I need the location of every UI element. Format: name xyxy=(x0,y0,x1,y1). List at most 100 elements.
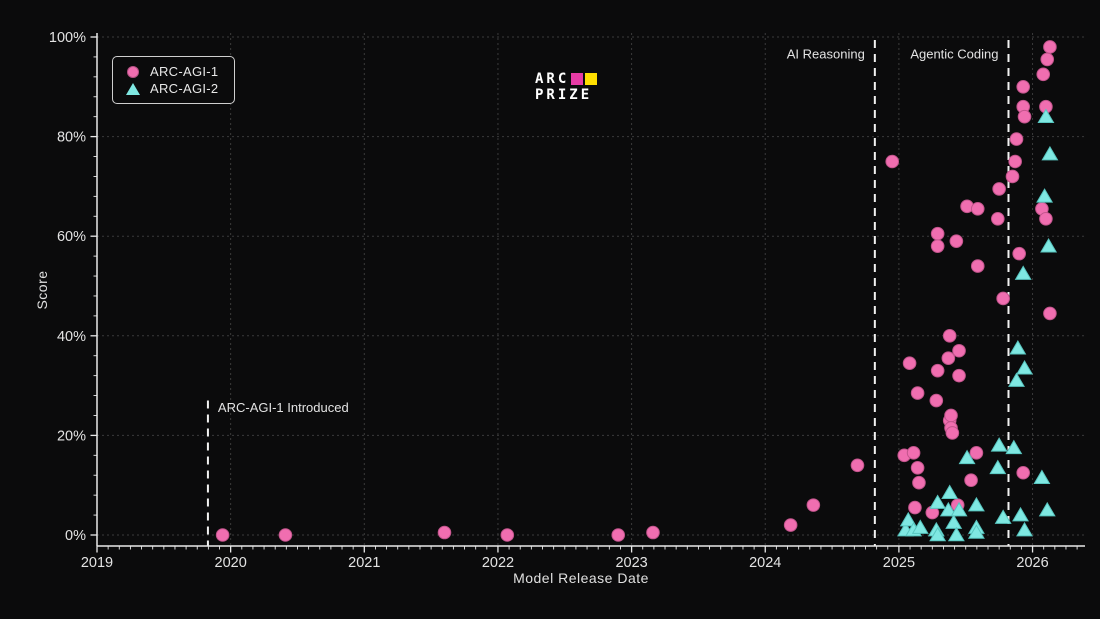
data-point-arc-agi-1 xyxy=(952,343,966,358)
data-point-arc-agi-1 xyxy=(944,408,958,423)
data-point-arc-agi-2 xyxy=(1012,506,1029,522)
data-point-arc-agi-2 xyxy=(1040,237,1058,253)
data-point-arc-agi-1 xyxy=(952,368,966,383)
data-point-arc-agi-1 xyxy=(912,475,926,490)
data-point-arc-agi-1 xyxy=(1005,169,1020,184)
data-point-arc-agi-1 xyxy=(969,446,984,460)
legend-label-arc-agi-2: ARC-AGI-2 xyxy=(150,81,219,96)
data-point-arc-agi-2 xyxy=(929,494,947,509)
data-point-arc-agi-1 xyxy=(1008,154,1022,169)
data-point-arc-agi-1 xyxy=(1016,465,1030,480)
data-point-arc-agi-1 xyxy=(1036,67,1051,82)
data-point-arc-agi-1 xyxy=(910,460,925,475)
data-point-arc-agi-2 xyxy=(967,524,985,539)
data-point-arc-agi-2 xyxy=(947,526,965,542)
arc-prize-logo: ARC PRIZE xyxy=(535,71,598,103)
data-point-arc-agi-2 xyxy=(1008,372,1025,387)
data-point-arc-agi-1 xyxy=(611,528,626,542)
data-point-arc-agi-1 xyxy=(500,528,515,542)
arc-agi-2-triangle-icon xyxy=(124,82,141,95)
data-point-arc-agi-1 xyxy=(930,226,945,241)
x-tick-label: 2019 xyxy=(81,555,113,571)
y-tick-label: 100% xyxy=(49,30,86,46)
data-point-arc-agi-1 xyxy=(942,329,957,343)
legend-item-arc-agi-1: ARC-AGI-1 xyxy=(124,63,218,80)
logo-magenta-square-icon xyxy=(571,73,584,85)
data-point-arc-agi-1 xyxy=(1039,211,1053,226)
event-label: ARC-AGI-1 Introduced xyxy=(218,400,349,415)
data-point-arc-agi-1 xyxy=(991,211,1005,226)
data-point-arc-agi-1 xyxy=(910,386,925,400)
data-point-arc-agi-2 xyxy=(899,511,917,527)
data-point-arc-agi-2 xyxy=(1036,188,1054,203)
data-point-arc-agi-1 xyxy=(783,518,798,532)
data-point-arc-agi-1 xyxy=(885,154,900,169)
y-tick-label: 40% xyxy=(57,329,86,345)
data-point-arc-agi-1 xyxy=(949,234,964,248)
data-point-arc-agi-2 xyxy=(939,501,957,517)
data-point-arc-agi-1 xyxy=(929,393,944,408)
y-tick-label: 80% xyxy=(57,130,86,146)
x-tick-label: 2020 xyxy=(215,555,247,571)
data-point-arc-agi-1 xyxy=(1043,306,1057,321)
logo-yellow-square-icon xyxy=(585,73,598,85)
data-point-arc-agi-2 xyxy=(1033,469,1051,485)
data-point-arc-agi-2 xyxy=(1041,145,1059,161)
data-point-arc-agi-1 xyxy=(1017,109,1032,124)
data-point-arc-agi-1 xyxy=(1009,132,1024,146)
data-point-arc-agi-1 xyxy=(930,239,945,253)
x-tick-label: 2025 xyxy=(883,555,915,571)
data-point-arc-agi-2 xyxy=(989,459,1007,475)
y-axis-title: Score xyxy=(34,270,50,310)
y-tick-label: 0% xyxy=(65,528,86,544)
data-point-arc-agi-2 xyxy=(1005,439,1023,455)
data-point-arc-agi-2 xyxy=(994,509,1012,524)
data-point-arc-agi-1 xyxy=(930,363,945,378)
data-point-arc-agi-1 xyxy=(992,182,1006,196)
event-label: AI Reasoning xyxy=(787,46,865,61)
x-tick-label: 2024 xyxy=(749,555,781,571)
data-point-arc-agi-2 xyxy=(941,484,959,499)
data-point-arc-agi-1 xyxy=(1012,246,1026,261)
data-point-arc-agi-1 xyxy=(646,525,660,540)
data-point-arc-agi-2 xyxy=(1038,501,1056,517)
data-point-arc-agi-1 xyxy=(964,473,978,488)
x-tick-label: 2022 xyxy=(482,555,514,571)
data-point-arc-agi-2 xyxy=(990,437,1008,452)
data-point-arc-agi-1 xyxy=(996,291,1010,306)
logo-text-prize: PRIZE xyxy=(535,87,593,103)
data-point-arc-agi-2 xyxy=(1016,521,1034,537)
data-point-arc-agi-1 xyxy=(908,500,922,515)
data-point-arc-agi-1 xyxy=(941,351,956,366)
data-point-arc-agi-1 xyxy=(906,446,921,460)
data-point-arc-agi-2 xyxy=(967,496,985,512)
legend-item-arc-agi-2: ARC-AGI-2 xyxy=(124,80,218,97)
y-tick-label: 60% xyxy=(57,229,86,245)
data-point-arc-agi-1 xyxy=(1043,40,1057,54)
data-point-arc-agi-2 xyxy=(911,519,929,534)
data-point-arc-agi-1 xyxy=(1040,52,1055,67)
y-tick-label: 20% xyxy=(57,428,86,444)
data-point-arc-agi-1 xyxy=(278,528,293,542)
data-point-arc-agi-2 xyxy=(929,526,947,542)
x-tick-label: 2023 xyxy=(615,555,647,571)
data-point-arc-agi-2 xyxy=(1016,359,1034,375)
event-label: Agentic Coding xyxy=(910,46,998,61)
x-tick-label: 2021 xyxy=(348,555,380,571)
data-point-arc-agi-1 xyxy=(902,356,917,370)
logo-text-arc: ARC xyxy=(535,71,570,87)
data-point-arc-agi-1 xyxy=(945,426,960,440)
data-point-arc-agi-2 xyxy=(1014,265,1032,280)
data-point-arc-agi-1 xyxy=(806,498,821,512)
data-point-arc-agi-1 xyxy=(970,202,985,216)
x-axis-title: Model Release Date xyxy=(513,570,649,586)
data-point-arc-agi-1 xyxy=(1016,80,1030,94)
legend-label-arc-agi-1: ARC-AGI-1 xyxy=(150,64,219,79)
x-tick-label: 2026 xyxy=(1016,555,1048,571)
data-point-arc-agi-2 xyxy=(958,449,976,465)
arc-agi-1-circle-icon xyxy=(124,65,141,78)
data-point-arc-agi-1 xyxy=(215,528,230,542)
data-point-arc-agi-1 xyxy=(437,525,452,540)
